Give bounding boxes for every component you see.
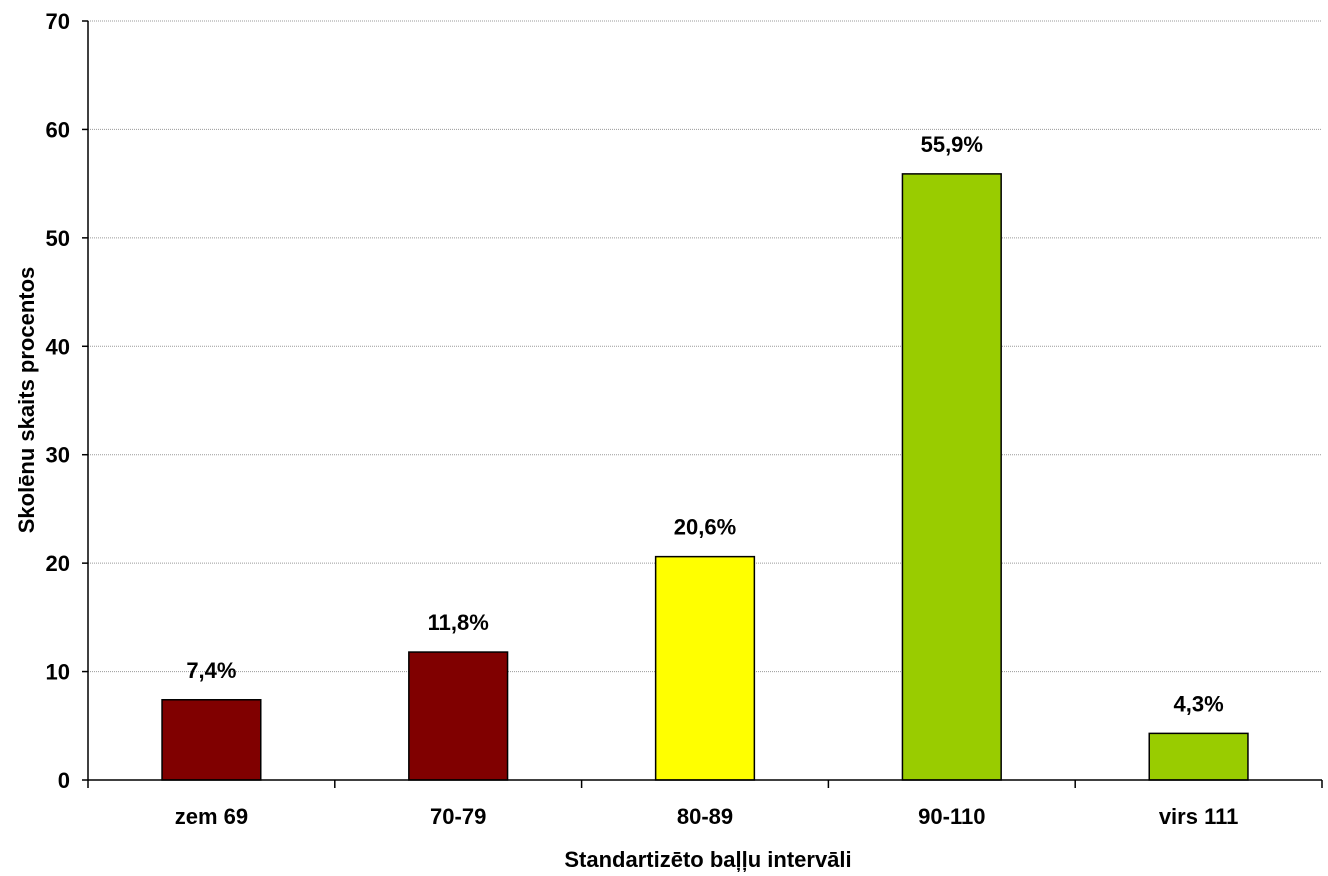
- axes: [87, 21, 1322, 781]
- y-tick-label: 20: [46, 551, 70, 576]
- y-tick-label: 60: [46, 117, 70, 142]
- y-tick-label: 10: [46, 660, 70, 685]
- x-axis-title: Standartizēto baļļu intervāli: [564, 847, 851, 872]
- bar-4: [901, 173, 1002, 781]
- y-tick-label: 0: [58, 768, 70, 793]
- y-tick-label: 70: [46, 9, 70, 34]
- bar-2: [408, 651, 509, 781]
- bar-5: [1148, 732, 1249, 781]
- bar-data-label: 4,3%: [1174, 691, 1224, 716]
- bar-data-label: 11,8%: [428, 610, 489, 635]
- y-tick-label: 30: [46, 443, 70, 468]
- bar-1: [161, 699, 262, 781]
- bar-3: [654, 555, 756, 781]
- bar-data-label: 7,4%: [186, 658, 236, 683]
- labels: 0 10 20 30 40 50 60 70 7,4% zem 69 11,8% 70-79 20,6%…: [46, 9, 1239, 829]
- y-tick-label: 50: [46, 226, 70, 251]
- x-category-label: 70-79: [430, 804, 486, 829]
- bar-data-label: 20,6%: [674, 515, 736, 540]
- x-category-label: 80-89: [677, 804, 733, 829]
- bars: [161, 173, 1249, 781]
- y-tick-label: 40: [46, 334, 70, 359]
- x-category-label: 90-110: [918, 804, 985, 829]
- y-axis-title: Skolēnu skaits procentos: [14, 267, 39, 534]
- x-category-label: zem 69: [175, 804, 248, 829]
- x-category-label: virs 111: [1159, 804, 1239, 829]
- bar-data-label: 55,9%: [921, 132, 983, 157]
